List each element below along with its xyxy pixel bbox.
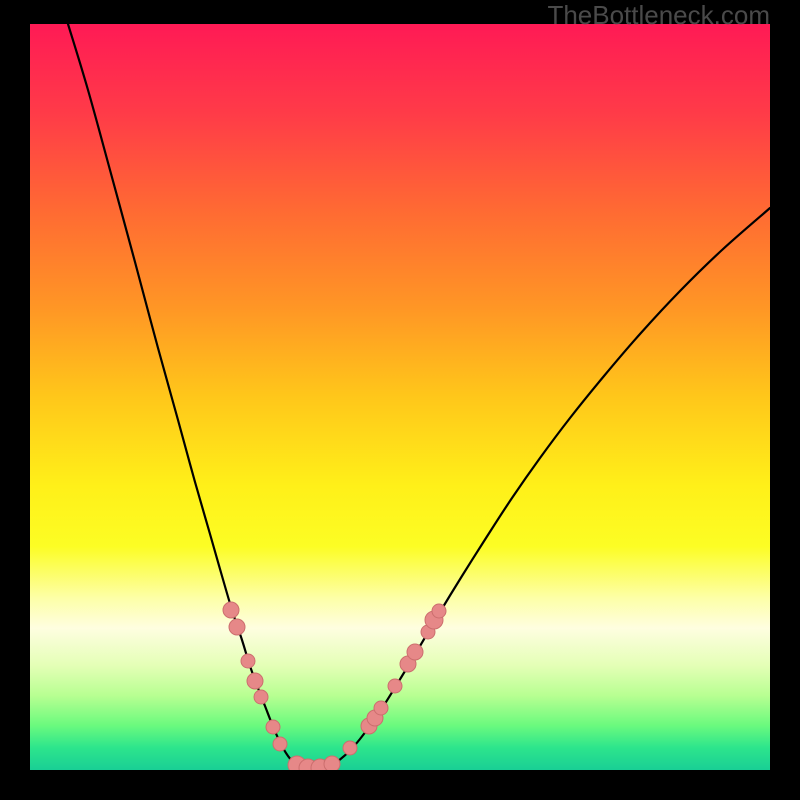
data-marker — [374, 701, 388, 715]
watermark-text: TheBottleneck.com — [547, 0, 770, 31]
data-marker — [254, 690, 268, 704]
data-marker — [432, 604, 446, 618]
data-marker — [266, 720, 280, 734]
plot-background — [30, 24, 770, 770]
data-marker — [229, 619, 245, 635]
data-marker — [407, 644, 423, 660]
data-marker — [223, 602, 239, 618]
data-marker — [273, 737, 287, 751]
chart-container: TheBottleneck.com — [0, 0, 800, 800]
plot-svg — [30, 24, 770, 770]
data-marker — [388, 679, 402, 693]
plot-area — [30, 24, 770, 770]
data-marker — [247, 673, 263, 689]
data-marker — [241, 654, 255, 668]
data-marker — [324, 756, 340, 770]
data-marker — [343, 741, 357, 755]
